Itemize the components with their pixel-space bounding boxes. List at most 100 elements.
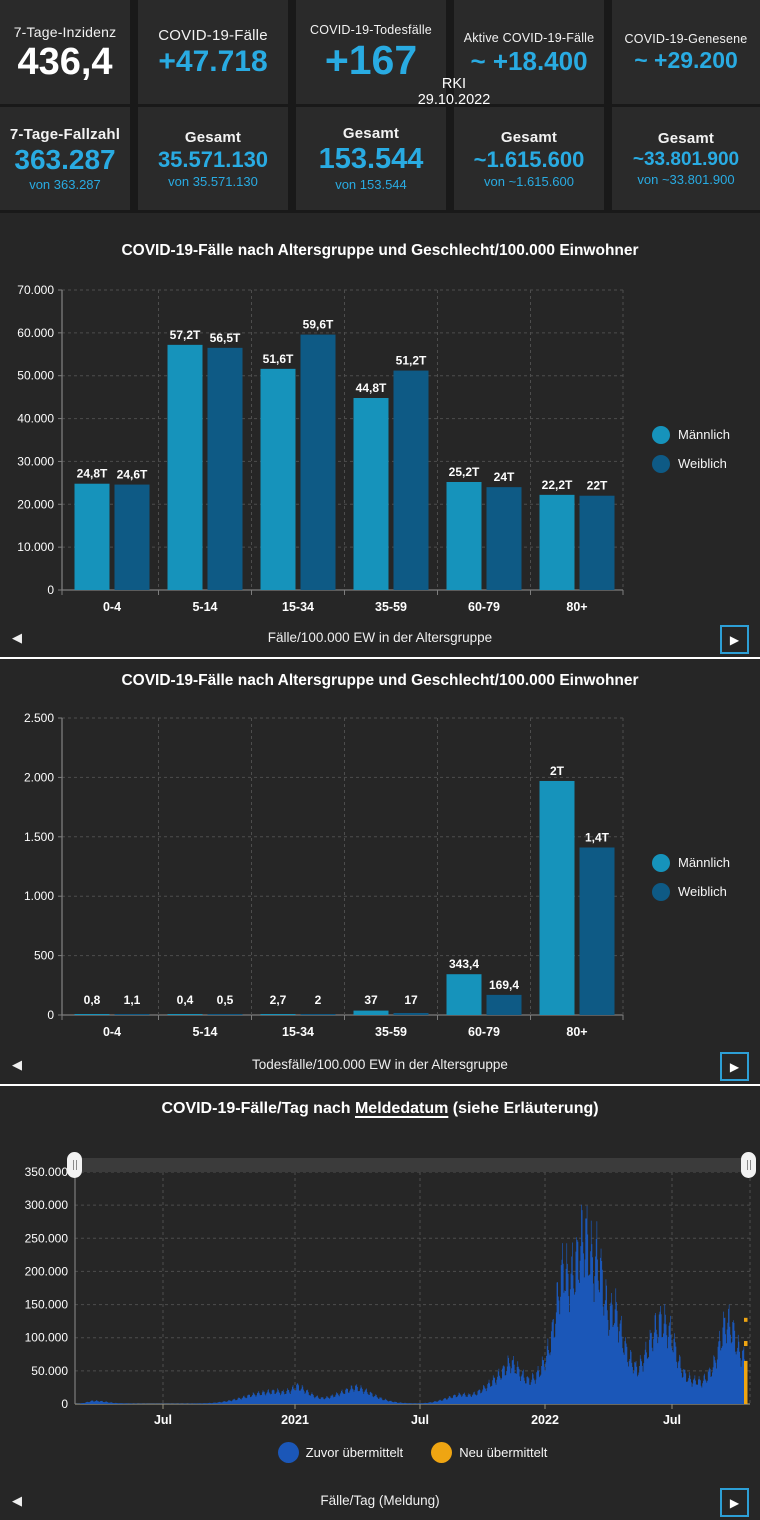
card-gesamt-genesene: Gesamt ~33.801.900 von ~33.801.900 <box>612 107 760 210</box>
cases-per-day-title: COVID-19-Fälle/Tag nach Meldedatum (sieh… <box>0 1100 760 1118</box>
previous-chart-arrow-icon[interactable]: ◀ <box>12 1493 22 1508</box>
card-aktive-faelle: Aktive COVID-19-Fälle ~ +18.400 <box>454 0 604 104</box>
card-label: Aktive COVID-19-Fälle <box>463 30 595 45</box>
svg-text:70.000: 70.000 <box>17 283 54 297</box>
svg-text:0: 0 <box>47 1008 54 1022</box>
card-label: COVID-19-Fälle <box>158 27 268 44</box>
legend-label: Weiblich <box>678 456 727 471</box>
svg-text:1.500: 1.500 <box>24 830 54 844</box>
cases-by-age-chart[interactable]: 0 10.000 20.000 30.000 40.000 50.000 60.000 70.… <box>0 213 760 657</box>
card-value: +167 <box>324 37 418 83</box>
svg-text:350.000: 350.000 <box>25 1165 69 1179</box>
svg-text:60-79: 60-79 <box>468 600 500 614</box>
maennlich-swatch-icon <box>652 425 670 444</box>
svg-text:0: 0 <box>47 583 54 597</box>
section-divider <box>0 657 760 659</box>
svg-text:35-59: 35-59 <box>375 600 407 614</box>
svg-text:37: 37 <box>364 993 378 1007</box>
next-chart-button[interactable]: ▶ <box>720 1052 749 1081</box>
legend-label: Männlich <box>678 427 731 442</box>
next-chart-button[interactable]: ▶ <box>720 625 749 654</box>
svg-text:25,2T: 25,2T <box>449 465 480 479</box>
grip-icon <box>72 1160 74 1170</box>
svg-text:60-79: 60-79 <box>468 1025 500 1039</box>
previous-chart-arrow-icon[interactable]: ◀ <box>12 630 22 645</box>
grip-icon <box>746 1160 748 1170</box>
weiblich-swatch-icon <box>652 454 670 473</box>
card-label: Gesamt <box>342 125 400 142</box>
card-subvalue: von 153.544 <box>335 177 407 192</box>
svg-text:0-4: 0-4 <box>103 600 121 614</box>
deaths-by-age-section: COVID-19-Fälle nach Altersgruppe und Ges… <box>0 659 760 1084</box>
svg-text:2.000: 2.000 <box>24 770 54 784</box>
svg-text:56,5T: 56,5T <box>210 331 241 345</box>
neu-swatch-icon <box>431 1441 453 1463</box>
chart-caption: Fälle/Tag (Meldung) <box>320 1493 440 1508</box>
next-chart-button[interactable]: ▶ <box>720 1488 749 1517</box>
deaths-by-age-chart[interactable]: 0 500 1.000 1.500 2.000 2.500 0,8 1,1 0-4 0,4 0,5 5… <box>0 659 760 1084</box>
svg-text:51,6T: 51,6T <box>263 352 294 366</box>
title-post: (siehe Erläuterung) <box>448 1100 599 1117</box>
cases-by-age-title: COVID-19-Fälle nach Altersgruppe und Ges… <box>121 242 639 259</box>
time-range-slider-right-handle[interactable] <box>741 1152 756 1178</box>
card-value: 35.571.130 <box>157 146 269 172</box>
card-value: ~33.801.900 <box>632 149 740 170</box>
svg-text:59,6T: 59,6T <box>303 318 334 332</box>
card-label: Gesamt <box>657 130 715 147</box>
svg-text:1.000: 1.000 <box>24 889 54 903</box>
svg-text:2.500: 2.500 <box>24 711 54 725</box>
svg-text:0: 0 <box>61 1397 68 1411</box>
card-covid-faelle: COVID-19-Fälle +47.718 <box>138 0 288 104</box>
card-value: 153.544 <box>318 143 424 175</box>
svg-text:50.000: 50.000 <box>17 369 54 383</box>
svg-text:10.000: 10.000 <box>17 540 54 554</box>
previous-chart-arrow-icon[interactable]: ◀ <box>12 1057 22 1072</box>
grip-icon <box>749 1160 751 1170</box>
legend-label: Männlich <box>678 855 731 870</box>
section-divider <box>0 1084 760 1086</box>
card-gesamt-todesfaelle: Gesamt 153.544 von 153.544 <box>296 107 446 210</box>
legend-item-weiblich: Weiblich <box>652 877 730 906</box>
card-value: 436,4 <box>17 40 113 83</box>
deaths-by-age-title: COVID-19-Fälle nach Altersgruppe und Ges… <box>121 672 639 689</box>
timeseries-chart-footer: ◀ Fälle/Tag (Meldung) ▶ <box>0 1484 760 1520</box>
svg-text:50.000: 50.000 <box>31 1364 68 1378</box>
card-covid-todesfaelle: COVID-19-Todesfälle +167 <box>296 0 446 104</box>
cases-chart-footer: ◀ Fälle/100.000 EW in der Altersgruppe ▶ <box>0 621 760 657</box>
svg-text:80+: 80+ <box>566 1025 587 1039</box>
svg-text:Jul: Jul <box>154 1413 172 1427</box>
legend-item-neu: Neu übermittelt <box>431 1440 547 1464</box>
svg-text:150.000: 150.000 <box>25 1298 69 1312</box>
card-label: COVID-19-Genesene <box>624 32 748 46</box>
legend-label: Zuvor übermittelt <box>305 1444 404 1460</box>
card-label: 7-Tage-Inzidenz <box>13 23 117 40</box>
next-chart-arrow-icon: ▶ <box>729 1495 740 1510</box>
card-subvalue: von ~1.615.600 <box>484 173 574 189</box>
stats-overview: 7-Tage-Inzidenz 436,4 COVID-19-Fälle +47… <box>0 0 760 213</box>
card-7-tage-fallzahl: 7-Tage-Fallzahl 363.287 von 363.287 <box>0 107 130 210</box>
svg-text:17: 17 <box>404 993 418 1007</box>
card-value: ~ +18.400 <box>470 45 588 76</box>
svg-text:51,2T: 51,2T <box>396 354 427 368</box>
svg-text:0-4: 0-4 <box>103 1025 121 1039</box>
svg-text:5-14: 5-14 <box>192 1025 217 1039</box>
card-value: ~ +29.200 <box>634 47 738 73</box>
card-genesene: COVID-19-Genesene ~ +29.200 <box>612 0 760 104</box>
cases-per-day-section: COVID-19-Fälle/Tag nach Meldedatum (sieh… <box>0 1086 760 1520</box>
svg-text:0,8: 0,8 <box>84 993 101 1007</box>
rki-watermark: RKI 29.10.2022 <box>404 76 504 109</box>
svg-text:169,4: 169,4 <box>489 978 519 992</box>
card-gesamt-aktive: Gesamt ~1.615.600 von ~1.615.600 <box>454 107 604 210</box>
time-range-slider-left-handle[interactable] <box>67 1152 82 1178</box>
svg-text:24,6T: 24,6T <box>117 468 148 482</box>
cases-by-age-section: COVID-19-Fälle nach Altersgruppe und Ges… <box>0 213 760 657</box>
svg-text:1,1: 1,1 <box>124 993 141 1007</box>
svg-text:0,4: 0,4 <box>177 993 194 1007</box>
time-range-slider-track[interactable] <box>75 1158 748 1172</box>
meldedatum-link[interactable]: Meldedatum <box>354 1100 449 1117</box>
cases-per-day-chart[interactable]: 0 50.000 100.000 150.000 200.000 250.000 300.0… <box>0 1086 760 1520</box>
svg-text:15-34: 15-34 <box>282 600 314 614</box>
svg-text:2: 2 <box>315 993 322 1007</box>
svg-text:300.000: 300.000 <box>25 1198 69 1212</box>
svg-text:250.000: 250.000 <box>25 1231 69 1245</box>
